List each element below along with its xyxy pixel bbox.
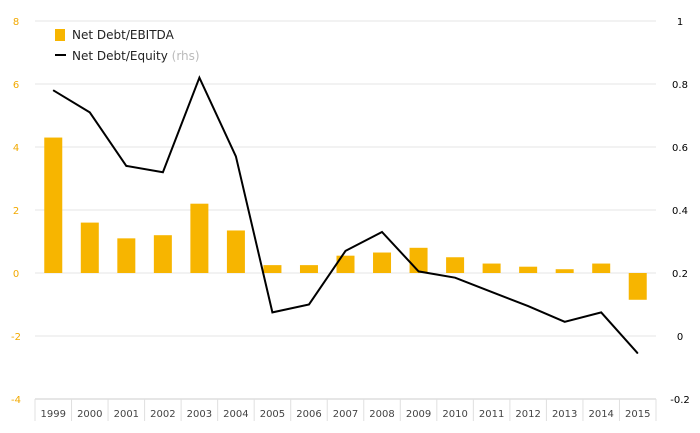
line-point-2001	[125, 165, 127, 167]
left-tick-label: -2	[11, 332, 21, 343]
legend-swatch-net-debt-ebitda	[55, 29, 65, 41]
left-tick-label: 2	[13, 206, 19, 217]
bar-2003	[190, 203, 209, 273]
line-point-2004	[235, 155, 237, 157]
line-point-2013	[564, 321, 566, 323]
line-point-2014	[600, 311, 602, 313]
x-tick-label: 2000	[77, 409, 102, 420]
x-tick-label: 2001	[114, 409, 139, 420]
x-tick-label: 2014	[588, 409, 613, 420]
right-tick-label: 0.2	[672, 269, 688, 280]
right-tick-label: 0	[677, 332, 683, 343]
left-tick-label: 4	[13, 143, 19, 154]
line-point-2008	[381, 231, 383, 233]
bar-2000	[80, 222, 99, 273]
x-tick-label: 2004	[223, 409, 248, 420]
bar-2002	[153, 235, 172, 273]
legend: Net Debt/EBITDA Net Debt/Equity (rhs)	[55, 28, 200, 63]
right-axis: 1 0.8 0.6 0.4 0.2 0 -0.2	[670, 17, 690, 406]
x-axis: 1999 2000 2001 2002 2003 2004 2005 2006 2007 2008…	[34, 398, 657, 421]
bar-1999	[44, 137, 63, 273]
x-tick-label: 2007	[333, 409, 358, 420]
x-tick-label: 2005	[260, 409, 285, 420]
bar-2008	[373, 252, 392, 273]
x-tick-label: 2009	[406, 409, 431, 420]
line-point-2002	[162, 171, 164, 173]
left-tick-label: 0	[13, 269, 19, 280]
right-tick-label: -0.2	[670, 395, 690, 406]
bar-2004	[226, 230, 245, 273]
bar-2007	[336, 255, 355, 273]
legend-rhs-suffix: (rhs)	[172, 49, 200, 63]
line-point-2007	[345, 250, 346, 252]
bar-series-net-debt-ebitda	[44, 137, 647, 300]
left-axis: 8 6 4 2 0 -2 -4	[11, 17, 21, 406]
line-point-2005	[271, 311, 273, 313]
bar-2011	[482, 263, 501, 273]
bar-2014	[592, 263, 611, 273]
line-path-net-debt-equity	[52, 75, 639, 354]
right-tick-label: 0.6	[672, 143, 688, 154]
line-point-2010	[454, 277, 456, 279]
x-tick-label: 2015	[625, 409, 650, 420]
line-point-2011	[491, 291, 493, 293]
x-tick-label: 2003	[187, 409, 212, 420]
left-tick-label: -4	[11, 395, 21, 406]
x-tick-label: 1999	[41, 409, 66, 420]
x-tick-label: 2006	[296, 409, 321, 420]
line-series-net-debt-equity	[52, 75, 639, 354]
right-tick-label: 0.8	[672, 80, 688, 91]
line-point-2000	[89, 111, 91, 113]
x-tick-label: 2010	[442, 409, 467, 420]
left-tick-label: 8	[13, 17, 19, 28]
line-point-2006	[308, 304, 310, 305]
line-point-2012	[527, 305, 529, 307]
line-point-2015	[637, 352, 639, 354]
line-point-1999	[52, 89, 54, 91]
x-tick-label: 2011	[479, 409, 504, 420]
legend-label-net-debt-ebitda: Net Debt/EBITDA	[72, 28, 175, 42]
bar-2012	[519, 266, 538, 273]
legend-label-net-debt-equity: Net Debt/Equity (rhs)	[72, 49, 200, 63]
x-tick-label: 2012	[515, 409, 540, 420]
right-tick-label: 0.4	[672, 206, 688, 217]
x-tick-label: 2002	[150, 409, 175, 420]
x-tick-label: 2008	[369, 409, 394, 420]
bar-2013	[555, 269, 574, 273]
bar-2006	[299, 265, 318, 273]
right-tick-label: 1	[677, 17, 683, 28]
line-point-2003	[198, 77, 200, 79]
bar-2001	[117, 238, 136, 273]
x-tick-label: 2013	[552, 409, 577, 420]
line-point-2009	[418, 270, 420, 272]
bar-2015	[628, 273, 647, 300]
bar-2005	[263, 265, 282, 273]
bar-2010	[446, 257, 465, 273]
left-tick-label: 6	[13, 80, 19, 91]
gridlines	[35, 20, 656, 400]
bar-2009	[409, 247, 428, 273]
